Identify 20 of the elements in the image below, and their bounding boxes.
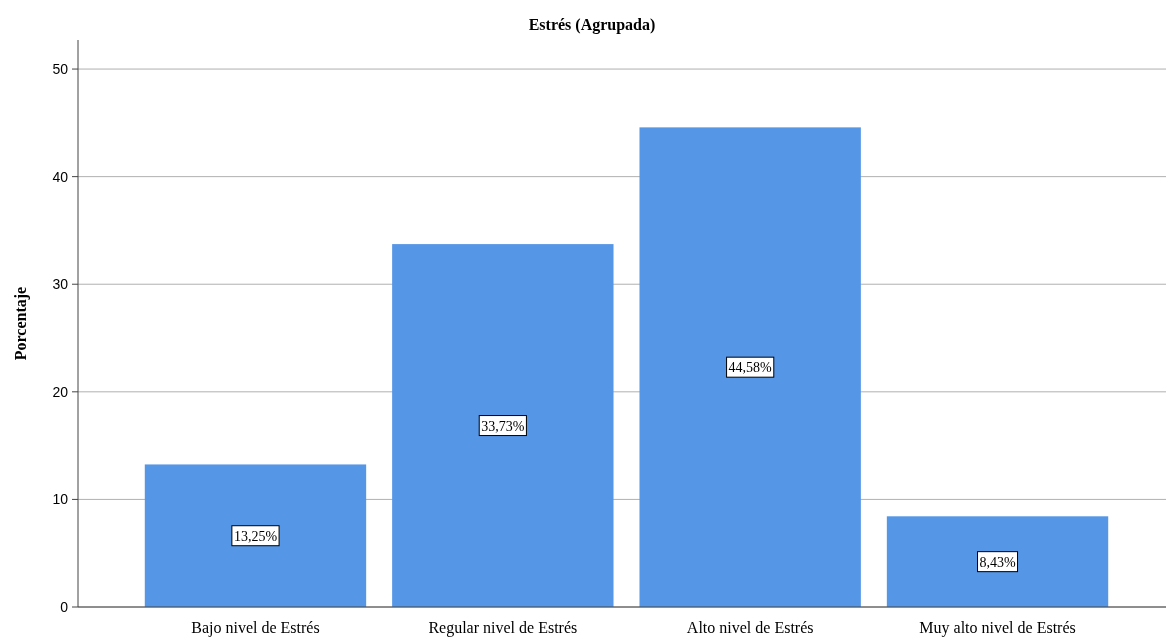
bar [392,244,614,607]
data-label: 33,73% [481,418,525,434]
y-tick-label: 20 [52,383,69,400]
bar [144,464,367,607]
data-label: 13,25% [233,528,278,544]
y-axis-title: Porcentaje [12,286,30,361]
bar [639,127,861,607]
chart-title: Estrés (Agrupada) [528,16,656,34]
y-tick-label: 50 [52,61,69,78]
y-tick-label: 10 [52,491,69,508]
x-tick-label: Muy alto nivel de Estrés [919,619,1076,637]
y-tick-label: 40 [52,168,69,185]
x-tick-label: Bajo nivel de Estrés [191,619,320,637]
y-tick-label: 0 [60,599,69,615]
data-label: 44,58% [728,360,773,376]
y-tick-label: 30 [52,276,69,293]
x-tick-label: Alto nivel de Estrés [686,619,814,636]
bar [886,516,1109,607]
x-tick-label: Regular nivel de Estrés [428,619,578,637]
data-label: 8,43% [979,554,1016,570]
